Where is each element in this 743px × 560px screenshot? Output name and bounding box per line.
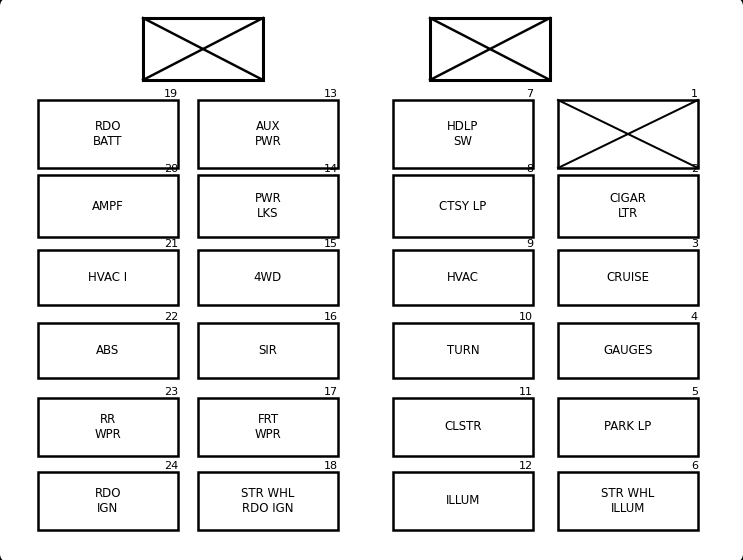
Text: RR
WPR: RR WPR	[94, 413, 121, 441]
Text: 19: 19	[164, 89, 178, 99]
Text: 1: 1	[691, 89, 698, 99]
Text: AMPF: AMPF	[92, 199, 124, 212]
Text: 6: 6	[691, 461, 698, 471]
Text: STR WHL
RDO IGN: STR WHL RDO IGN	[241, 487, 295, 515]
Bar	[198, 250, 338, 305]
Text: TURN: TURN	[447, 344, 479, 357]
Text: FRT
WPR: FRT WPR	[255, 413, 282, 441]
Bar	[143, 18, 263, 80]
Bar	[198, 472, 338, 530]
Bar	[393, 100, 533, 168]
Text: 3: 3	[691, 239, 698, 249]
Text: HVAC I: HVAC I	[88, 271, 128, 284]
Bar	[393, 472, 533, 530]
Text: HVAC: HVAC	[447, 271, 479, 284]
Text: 16: 16	[324, 312, 338, 322]
Bar	[198, 323, 338, 378]
Text: 14: 14	[324, 164, 338, 174]
Text: CRUISE: CRUISE	[606, 271, 649, 284]
Bar	[198, 398, 338, 456]
Text: 18: 18	[324, 461, 338, 471]
Bar	[393, 250, 533, 305]
Bar	[38, 100, 178, 168]
Text: 4: 4	[691, 312, 698, 322]
Text: 5: 5	[691, 387, 698, 397]
Text: STR WHL
ILLUM: STR WHL ILLUM	[601, 487, 655, 515]
Text: CLSTR: CLSTR	[444, 421, 481, 433]
Text: ABS: ABS	[97, 344, 120, 357]
Text: HDLP
SW: HDLP SW	[447, 120, 478, 148]
Text: RDO
BATT: RDO BATT	[94, 120, 123, 148]
Bar	[198, 175, 338, 237]
Bar	[38, 398, 178, 456]
Bar	[38, 472, 178, 530]
Text: 8: 8	[526, 164, 533, 174]
Text: PWR
LKS: PWR LKS	[255, 192, 282, 220]
Text: 17: 17	[324, 387, 338, 397]
Text: 9: 9	[526, 239, 533, 249]
Text: AUX
PWR: AUX PWR	[255, 120, 282, 148]
Bar	[393, 175, 533, 237]
Bar	[430, 18, 550, 80]
Bar	[558, 250, 698, 305]
Bar	[38, 250, 178, 305]
Bar	[38, 323, 178, 378]
Text: GAUGES: GAUGES	[603, 344, 653, 357]
Bar	[558, 175, 698, 237]
Text: 4WD: 4WD	[254, 271, 282, 284]
Bar	[558, 398, 698, 456]
Text: SIR: SIR	[259, 344, 277, 357]
Text: CIGAR
LTR: CIGAR LTR	[609, 192, 646, 220]
Text: RDO
IGN: RDO IGN	[95, 487, 121, 515]
Text: 24: 24	[163, 461, 178, 471]
Text: 13: 13	[324, 89, 338, 99]
Bar	[558, 100, 698, 168]
Text: 10: 10	[519, 312, 533, 322]
Text: ILLUM: ILLUM	[446, 494, 480, 507]
Bar	[38, 175, 178, 237]
Text: 23: 23	[164, 387, 178, 397]
Bar	[558, 323, 698, 378]
Text: 12: 12	[519, 461, 533, 471]
Text: 2: 2	[691, 164, 698, 174]
Text: PARK LP: PARK LP	[604, 421, 652, 433]
Text: 20: 20	[164, 164, 178, 174]
Text: 15: 15	[324, 239, 338, 249]
Bar	[558, 472, 698, 530]
Text: 7: 7	[526, 89, 533, 99]
Bar	[198, 100, 338, 168]
Text: 21: 21	[164, 239, 178, 249]
Text: 22: 22	[163, 312, 178, 322]
Text: CTSY LP: CTSY LP	[439, 199, 487, 212]
Bar	[393, 398, 533, 456]
Text: 11: 11	[519, 387, 533, 397]
Bar	[393, 323, 533, 378]
